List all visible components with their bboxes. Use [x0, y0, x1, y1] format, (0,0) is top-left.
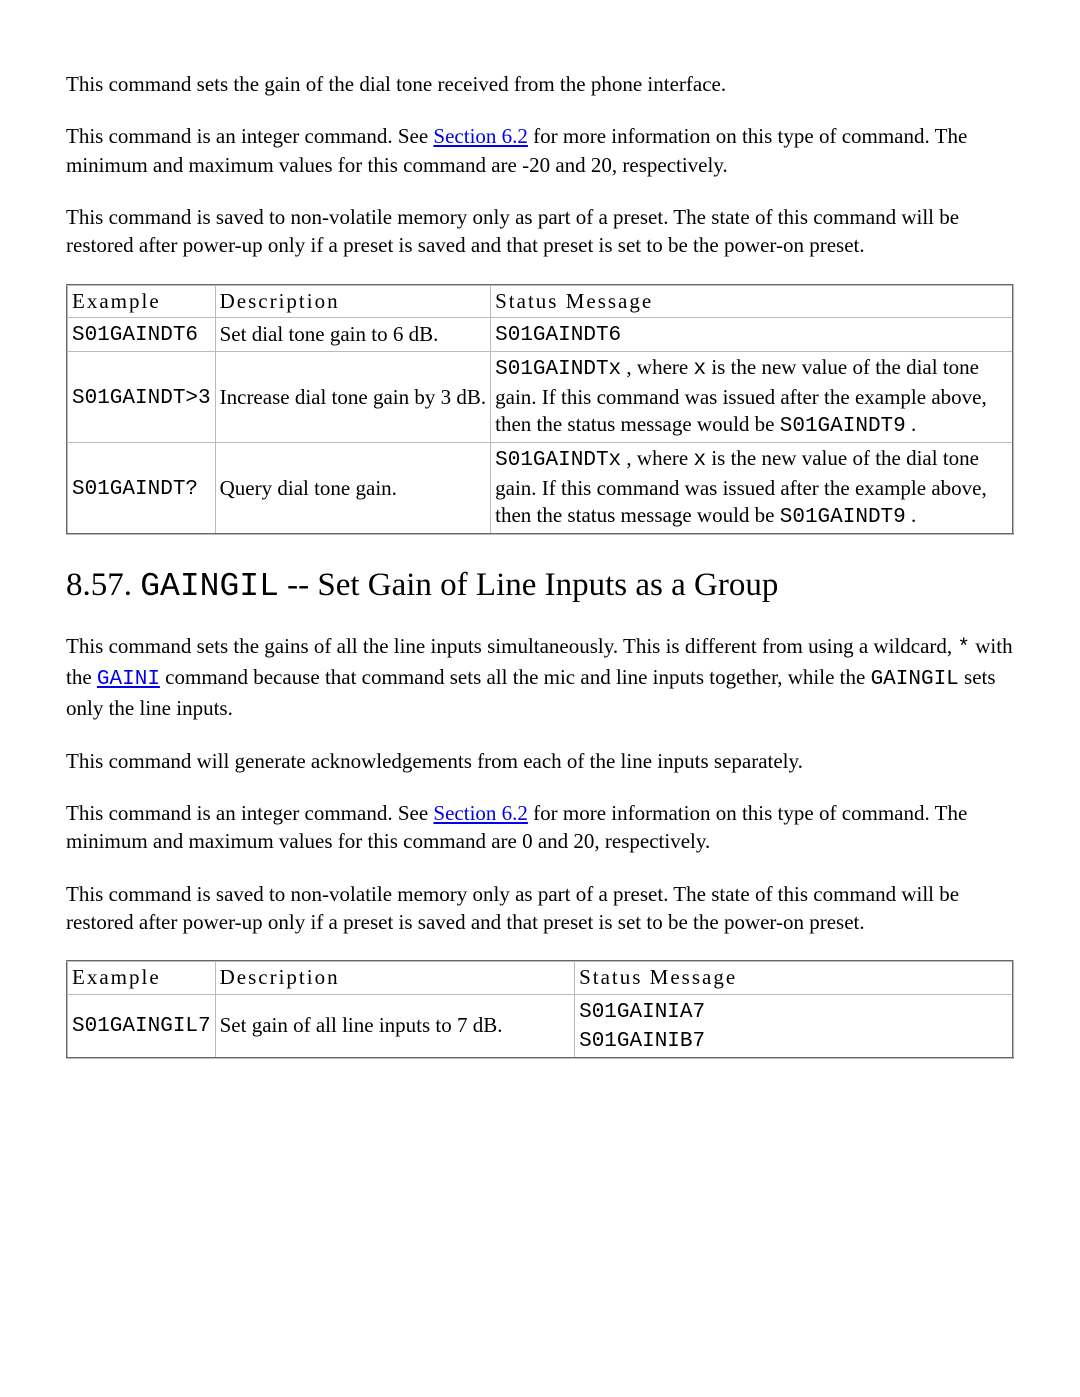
example-code: S01GAINGIL7 [72, 1015, 211, 1038]
example-code: S01GAINDT6 [72, 324, 198, 347]
column-header-example: Example [67, 961, 215, 994]
link-section-6-2[interactable]: Section 6.2 [433, 124, 528, 148]
description-cell: Increase dial tone gain by 3 dB. [215, 352, 491, 443]
inline-code: * [957, 637, 970, 660]
status-code: S01GAINDTx [495, 449, 621, 472]
heading-command: GAINGIL [140, 568, 279, 605]
column-header-status: Status Message [491, 285, 1013, 318]
column-header-description: Description [215, 961, 574, 994]
column-header-example: Example [67, 285, 215, 318]
text: . [906, 503, 917, 527]
text: , where [621, 446, 693, 470]
text: This command is an integer command. See [66, 124, 433, 148]
status-code: S01GAINIA7 [579, 1001, 705, 1024]
table-row: S01GAINGIL7 Set gain of all line inputs … [67, 994, 1013, 1058]
status-var: x [693, 449, 706, 472]
table-header-row: Example Description Status Message [67, 285, 1013, 318]
text: command because that command sets all th… [160, 665, 871, 689]
status-cell: S01GAINIA7 S01GAINIB7 [575, 994, 1013, 1058]
paragraph: This command is saved to non-volatile me… [66, 203, 1014, 260]
section-heading: 8.57. GAINGIL -- Set Gain of Line Inputs… [66, 563, 1014, 610]
description-cell: Set dial tone gain to 6 dB. [215, 318, 491, 352]
description-cell: Set gain of all line inputs to 7 dB. [215, 994, 574, 1058]
description-cell: Query dial tone gain. [215, 443, 491, 534]
status-cell: S01GAINDTx , where x is the new value of… [491, 443, 1013, 534]
table-gaindt: Example Description Status Message S01GA… [66, 284, 1014, 535]
paragraph: This command is an integer command. See … [66, 122, 1014, 179]
column-header-status: Status Message [575, 961, 1013, 994]
page: This command sets the gain of the dial t… [0, 0, 1080, 1397]
table-row: S01GAINDT? Query dial tone gain. S01GAIN… [67, 443, 1013, 534]
text: This command sets the gains of all the l… [66, 634, 957, 658]
link-section-6-2[interactable]: Section 6.2 [433, 801, 528, 825]
status-code: S01GAINDT9 [780, 506, 906, 529]
paragraph: This command will generate acknowledgeme… [66, 747, 1014, 775]
table-header-row: Example Description Status Message [67, 961, 1013, 994]
table-row: S01GAINDT>3 Increase dial tone gain by 3… [67, 352, 1013, 443]
text: . [906, 412, 917, 436]
status-code: S01GAINDT6 [495, 324, 621, 347]
example-code: S01GAINDT? [72, 478, 198, 501]
paragraph: This command sets the gain of the dial t… [66, 70, 1014, 98]
status-code: S01GAINDTx [495, 358, 621, 381]
text: This command is an integer command. See [66, 801, 433, 825]
table-gaingil: Example Description Status Message S01GA… [66, 960, 1014, 1059]
status-code: S01GAINDT9 [780, 415, 906, 438]
status-code: S01GAINIB7 [579, 1030, 705, 1053]
table-row: S01GAINDT6 Set dial tone gain to 6 dB. S… [67, 318, 1013, 352]
text: , where [621, 355, 693, 379]
paragraph: This command is an integer command. See … [66, 799, 1014, 856]
paragraph: This command sets the gains of all the l… [66, 632, 1014, 723]
heading-text: -- Set Gain of Line Inputs as a Group [279, 567, 778, 603]
status-var: x [693, 358, 706, 381]
status-cell: S01GAINDTx , where x is the new value of… [491, 352, 1013, 443]
heading-number: 8.57. [66, 567, 140, 603]
inline-code: GAINGIL [871, 668, 959, 691]
link-gaini[interactable]: GAINI [97, 668, 160, 691]
paragraph: This command is saved to non-volatile me… [66, 880, 1014, 937]
column-header-description: Description [215, 285, 491, 318]
example-code: S01GAINDT>3 [72, 387, 211, 410]
